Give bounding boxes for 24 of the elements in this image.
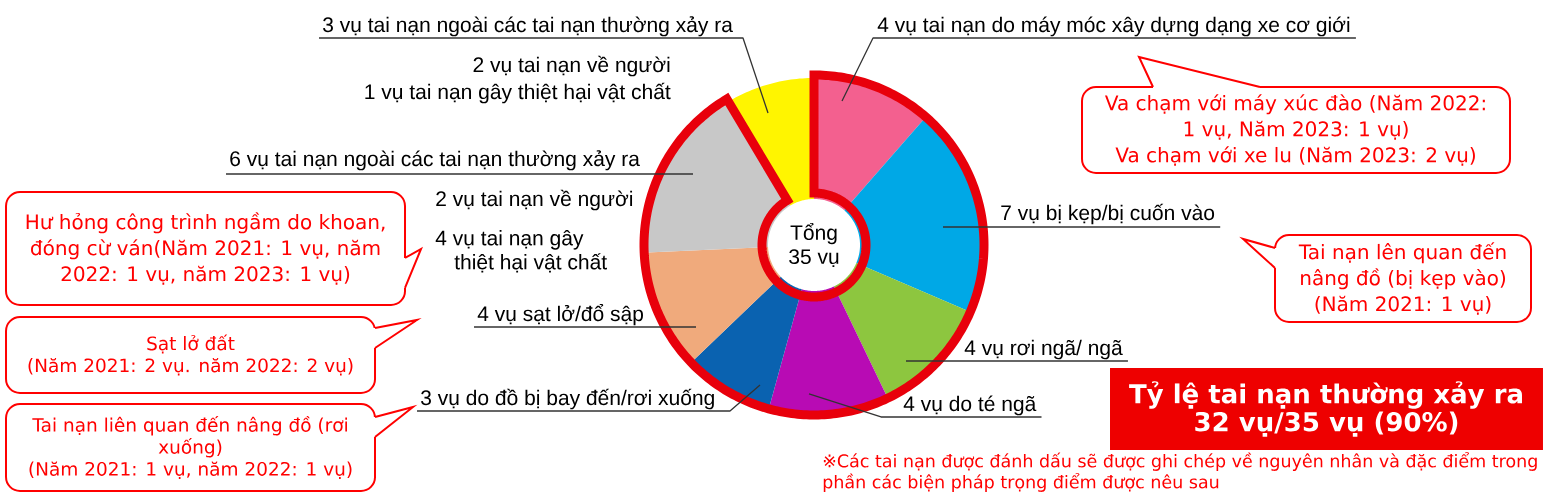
- text: (Năm 2021: 1 vụ, năm 2022: 1 vụ): [29, 461, 352, 480]
- slice-label: 4 vụ tai nạn do máy móc xây dựng dạng xe cơ giới: [877, 16, 1350, 37]
- slice-label: 4 vụ do té ngã: [903, 395, 1037, 416]
- text: ※Các tai nạn được đánh dấu sẽ được ghi chép về nguyên nhân và đặc điểm trong phần các biện pháp trọng điểm được nêu sau: [823, 452, 1537, 492]
- slice-label: 4 vụ rơi ngã/ ngã: [964, 339, 1123, 360]
- slice-label: 4 vụ sạt lở/đổ sập: [477, 304, 643, 326]
- slice-label: 3 vụ do đồ bị bay đến/rơi xuống: [421, 388, 714, 410]
- text: Tai nạn liên quan đến nâng đồ (rơi xuống): [32, 415, 347, 458]
- text: 1 vụ tai nạn gây thiệt hại vật chất: [365, 82, 671, 104]
- text: (Năm 2021: 2 vụ. năm 2022: 2 vụ): [28, 357, 353, 376]
- text: Sạt lở đất: [147, 334, 235, 354]
- slice-label: 7 vụ bị kẹp/bị cuốn vào: [1001, 203, 1215, 225]
- text: Va chạm với xe lu (Năm 2023: 2 vụ): [1115, 146, 1475, 166]
- slice-label: 6 vụ tai nạn ngoài các tai nạn thường xảy ra: [230, 150, 640, 171]
- text: Va chạm với máy xúc đào (Năm 2022: 1 vụ, Năm 2023: 1 vụ): [1104, 94, 1485, 140]
- text: Tỷ lệ tai nạn thường xảy ra 32 vụ/35 vụ (90%): [1129, 381, 1522, 437]
- text: (Năm 2021: 1 vụ): [1315, 295, 1491, 315]
- slice-label: 3 vụ tai nạn ngoài các tai nạn thường xảy ra: [323, 16, 733, 37]
- text: 2 vụ tai nạn về người: [436, 189, 633, 211]
- text: 4 vụ tai nạn gây thiệt hại vật chất: [435, 229, 607, 273]
- text: Hư hỏng công trình ngầm do khoan, đóng cừ ván(Năm 2021: 1 vụ, năm 2022: 1 vụ, năm 2023: 1 vụ): [26, 212, 385, 285]
- text: Tổng 35 vụ: [789, 222, 839, 268]
- text: 2 vụ tai nạn về người: [473, 55, 670, 77]
- text: Tai nạn lên quan đến nâng đồ (bị kẹp vào): [1298, 242, 1506, 290]
